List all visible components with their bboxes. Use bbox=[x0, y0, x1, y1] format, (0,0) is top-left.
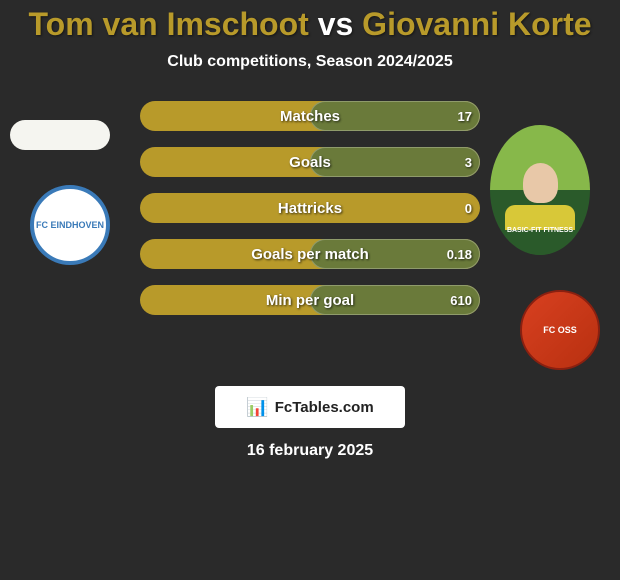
date-text: 16 february 2025 bbox=[0, 442, 620, 460]
stat-row: Goals per match0.18 bbox=[140, 239, 480, 269]
brand-text: FcTables.com bbox=[275, 399, 374, 416]
chart-icon: 📊 bbox=[246, 397, 268, 418]
player1-name: Tom van Imschoot bbox=[28, 6, 308, 42]
stat-value-right: 0.18 bbox=[447, 239, 472, 269]
brand-logo: 📊 FcTables.com bbox=[215, 386, 405, 428]
stat-row: Hattricks0 bbox=[140, 193, 480, 223]
stat-row: Matches17 bbox=[140, 101, 480, 131]
comparison-chart: Matches17 Goals3 Hattricks0 Goals per match… bbox=[0, 101, 620, 361]
stat-value-right: 0 bbox=[465, 193, 472, 223]
stat-label: Goals bbox=[140, 147, 480, 177]
stat-value-right: 17 bbox=[458, 101, 472, 131]
stat-label: Min per goal bbox=[140, 285, 480, 315]
stat-label: Hattricks bbox=[140, 193, 480, 223]
vs-text: vs bbox=[318, 6, 354, 42]
stat-label: Goals per match bbox=[140, 239, 480, 269]
subtitle: Club competitions, Season 2024/2025 bbox=[0, 53, 620, 71]
player2-name: Giovanni Korte bbox=[362, 6, 591, 42]
comparison-title: Tom van Imschoot vs Giovanni Korte bbox=[0, 0, 620, 43]
stat-row: Min per goal610 bbox=[140, 285, 480, 315]
stat-value-right: 3 bbox=[465, 147, 472, 177]
stat-row: Goals3 bbox=[140, 147, 480, 177]
stat-value-right: 610 bbox=[450, 285, 472, 315]
stat-label: Matches bbox=[140, 101, 480, 131]
